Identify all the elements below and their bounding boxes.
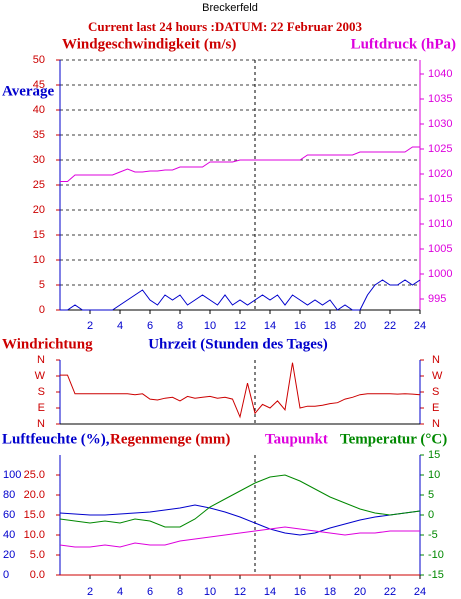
series-line bbox=[60, 146, 420, 182]
y2-tick-label: -5 bbox=[428, 529, 438, 541]
y-tick-label: 50 bbox=[33, 54, 45, 66]
x-tick-label: 22 bbox=[384, 586, 396, 598]
y3-tick-label: 20.0 bbox=[24, 489, 45, 501]
y2-tick-label: 1040 bbox=[428, 68, 452, 80]
y2-tick-label: 1010 bbox=[428, 218, 452, 230]
x-tick-label: 12 bbox=[234, 586, 246, 598]
y-tick-label: 20 bbox=[3, 549, 15, 561]
y2-tick-label: 10 bbox=[428, 469, 440, 481]
y-tick-label: 30 bbox=[33, 154, 45, 166]
x-tick-label: 20 bbox=[354, 320, 366, 332]
y3-tick-label: 15.0 bbox=[24, 509, 45, 521]
y-tick-label: 35 bbox=[33, 129, 45, 141]
y-tick-label: N bbox=[432, 354, 440, 366]
y-tick-label: N bbox=[37, 354, 45, 366]
x-axis-label: Uhrzeit (Stunden des Tages) bbox=[148, 336, 328, 352]
y-tick-label: N bbox=[37, 418, 45, 430]
legend-label: Taupunkt bbox=[265, 431, 328, 447]
x-tick-label: 4 bbox=[117, 320, 123, 332]
y-tick-label: 40 bbox=[3, 529, 15, 541]
x-tick-label: 20 bbox=[354, 586, 366, 598]
y-axis-label: Windgeschwindigkeit (m/s) bbox=[62, 36, 236, 52]
y2-axis-label: Luftdruck (hPa) bbox=[351, 36, 456, 52]
x-tick-label: 2 bbox=[87, 320, 93, 332]
series-line bbox=[59, 474, 421, 528]
x-tick-label: 8 bbox=[177, 586, 183, 598]
y2-tick-label: 5 bbox=[428, 489, 434, 501]
y-tick-label: 45 bbox=[33, 79, 45, 91]
chart-title: Breckerfeld bbox=[202, 2, 258, 14]
chart-subtitle: Current last 24 hours :DATUM: 22 Februar… bbox=[88, 19, 363, 34]
y-tick-label: N bbox=[432, 418, 440, 430]
y-tick-label: 60 bbox=[3, 509, 15, 521]
x-tick-label: 16 bbox=[294, 320, 306, 332]
x-tick-label: 2 bbox=[87, 586, 93, 598]
x-tick-label: 6 bbox=[147, 320, 153, 332]
x-tick-label: 24 bbox=[414, 586, 426, 598]
y2-tick-label: 1020 bbox=[428, 168, 452, 180]
y-tick-label: 20 bbox=[33, 204, 45, 216]
y2-tick-label: -15 bbox=[428, 569, 444, 581]
annotation: Average bbox=[2, 83, 55, 99]
x-tick-label: 14 bbox=[264, 320, 276, 332]
y2-tick-label: 1005 bbox=[428, 243, 452, 255]
x-tick-label: 18 bbox=[324, 320, 336, 332]
x-tick-label: 10 bbox=[204, 320, 216, 332]
y3-tick-label: 0.0 bbox=[30, 569, 45, 581]
y2-tick-label: 15 bbox=[428, 449, 440, 461]
y2-tick-label: 1000 bbox=[428, 268, 452, 280]
series-line bbox=[59, 526, 420, 548]
y2-tick-label: 1035 bbox=[428, 93, 452, 105]
legend-label: Regenmenge (mm) bbox=[110, 431, 230, 447]
y3-tick-label: 25.0 bbox=[24, 469, 45, 481]
x-tick-label: 8 bbox=[177, 320, 183, 332]
legend-label: Temperatur (°C) bbox=[340, 431, 447, 447]
y-tick-label: 40 bbox=[33, 104, 45, 116]
y-tick-label: 10 bbox=[33, 254, 45, 266]
y-tick-label: E bbox=[38, 402, 45, 414]
series-line bbox=[60, 362, 421, 419]
series-line bbox=[59, 504, 421, 536]
legend-label: Luftfeuchte (%), bbox=[2, 431, 110, 447]
y2-tick-label: 1015 bbox=[428, 193, 452, 205]
y-axis-label: Windrichtung bbox=[2, 336, 93, 352]
y-tick-label: E bbox=[432, 402, 439, 414]
y-tick-label: 80 bbox=[3, 489, 15, 501]
y-tick-label: 25 bbox=[33, 179, 45, 191]
x-tick-label: 4 bbox=[117, 586, 123, 598]
x-tick-label: 24 bbox=[414, 320, 426, 332]
y2-tick-label: 0 bbox=[428, 509, 434, 521]
y2-tick-label: 1030 bbox=[428, 118, 452, 130]
y-tick-label: S bbox=[38, 386, 45, 398]
x-tick-label: 6 bbox=[147, 586, 153, 598]
y-tick-label: 0 bbox=[39, 304, 45, 316]
x-tick-label: 18 bbox=[324, 586, 336, 598]
y2-tick-label: 1025 bbox=[428, 143, 452, 155]
x-tick-label: 22 bbox=[384, 320, 396, 332]
series-line bbox=[60, 279, 421, 311]
x-tick-label: 10 bbox=[204, 586, 216, 598]
y3-tick-label: 5.0 bbox=[30, 549, 45, 561]
y-tick-label: S bbox=[432, 386, 439, 398]
y-tick-label: W bbox=[432, 370, 443, 382]
y-tick-label: 0 bbox=[3, 569, 9, 581]
y-tick-label: W bbox=[35, 370, 46, 382]
x-tick-label: 16 bbox=[294, 586, 306, 598]
x-tick-label: 12 bbox=[234, 320, 246, 332]
y-tick-label: 15 bbox=[33, 229, 45, 241]
y3-tick-label: 10.0 bbox=[24, 529, 45, 541]
y-tick-label: 100 bbox=[3, 469, 21, 481]
y2-tick-label: 995 bbox=[428, 293, 446, 305]
x-tick-label: 14 bbox=[264, 586, 276, 598]
y-tick-label: 5 bbox=[39, 279, 45, 291]
y2-tick-label: -10 bbox=[428, 549, 444, 561]
